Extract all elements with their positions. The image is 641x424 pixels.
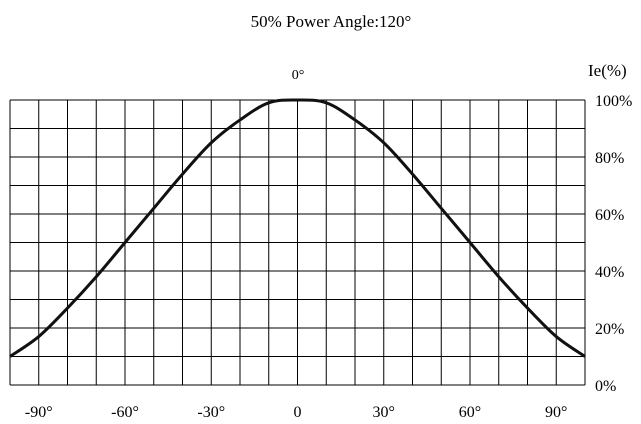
y-tick-label: 20% — [595, 321, 624, 338]
x-tick-label: 0 — [294, 404, 302, 421]
series-line — [9, 98, 586, 358]
y-tick-labels: 0% 20% 40% 60% 80% 100% — [595, 93, 632, 395]
x-tick-label: -60° — [111, 404, 139, 421]
y-tick-label: 60% — [595, 207, 624, 224]
y-tick-label: 40% — [595, 264, 624, 281]
chart-title: 50% Power Angle:120° — [251, 12, 412, 31]
x-tick-label: -30° — [197, 404, 225, 421]
series-group — [9, 98, 586, 358]
grid — [9, 99, 586, 386]
x-tick-label: -90° — [25, 404, 53, 421]
x-tick-labels: -90° -60° -30° 0 30° 60° 90° — [25, 404, 568, 421]
y-tick-label: 100% — [595, 93, 632, 110]
y-tick-label: 0% — [595, 378, 616, 395]
x-tick-label: 90° — [545, 404, 567, 421]
x-tick-label: 60° — [459, 404, 481, 421]
y-tick-label: 80% — [595, 150, 624, 167]
x-tick-label: 30° — [373, 404, 395, 421]
y-axis-label: Ie(%) — [588, 61, 627, 80]
top-angle-label: 0° — [292, 68, 305, 83]
